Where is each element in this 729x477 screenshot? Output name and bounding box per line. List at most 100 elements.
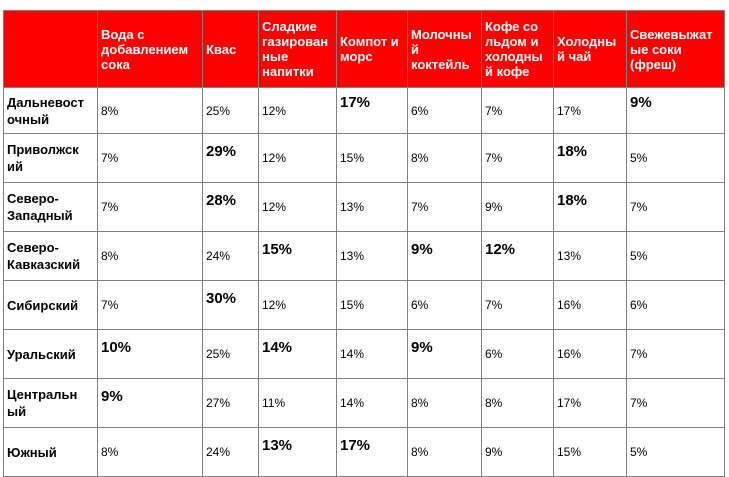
- column-header: КвасКвас: [202, 10, 259, 88]
- value-cell: 15%: [258, 231, 337, 281]
- column-header-line: (фреш): [630, 56, 677, 72]
- column-header-line: й чай: [557, 49, 592, 64]
- value-cell: 7%: [97, 182, 203, 232]
- value-cell: 7%: [626, 378, 725, 428]
- value-cell: 8%: [407, 133, 482, 183]
- value-cell: 18%: [553, 133, 627, 183]
- value-cell: 30%: [202, 280, 259, 330]
- region-label-line: ый: [7, 404, 27, 419]
- column-header-line: й: [411, 41, 419, 57]
- region-label-line: Южный: [7, 444, 57, 460]
- value-cell: 17%: [553, 87, 627, 134]
- value-cell: 14%: [258, 329, 337, 379]
- column-header-line: напитки: [262, 64, 314, 79]
- value-cell: 7%: [626, 329, 725, 379]
- region-label-line: Центральн: [7, 387, 78, 402]
- column-header-line: Вода с: [101, 26, 145, 42]
- value-cell: 12%: [258, 182, 337, 232]
- value-cell: 14%: [336, 378, 408, 428]
- value-cell: 6%: [407, 280, 482, 330]
- value-cell: 24%: [202, 427, 259, 477]
- value-cell: 7%: [407, 182, 482, 232]
- value-cell: 16%: [553, 280, 627, 330]
- table-row: Северо-КавказскийСеверо-Кавказский8%24%1…: [3, 231, 725, 281]
- value-cell: 8%: [97, 87, 203, 134]
- column-header-line: коктейль: [411, 56, 470, 72]
- value-cell: 18%: [553, 182, 627, 232]
- value-cell: 17%: [336, 87, 408, 134]
- value-cell: 13%: [258, 427, 337, 477]
- value-cell: 6%: [626, 280, 725, 330]
- region-label-line: очный: [7, 111, 50, 127]
- value-cell: 13%: [336, 182, 408, 232]
- value-cell: 6%: [407, 87, 482, 134]
- region-label-line: Сибирский: [7, 297, 79, 313]
- region-label-line: Северо-: [7, 240, 59, 255]
- region-label: ЮжныйЮжный: [3, 427, 98, 477]
- value-cell: 8%: [407, 427, 482, 477]
- value-cell: 6%: [481, 329, 554, 379]
- value-cell: 13%: [336, 231, 408, 281]
- region-label: ПриволжскийПриволжский: [3, 133, 98, 183]
- value-cell: 12%: [258, 280, 337, 330]
- value-cell: 15%: [553, 427, 627, 477]
- column-header-line: добавлением: [101, 41, 189, 57]
- value-cell: 9%: [407, 329, 482, 379]
- value-cell: 9%: [97, 378, 203, 428]
- value-cell: 16%: [553, 329, 627, 379]
- region-label-line: Северо-: [7, 191, 59, 206]
- header-corner-cell: [3, 10, 98, 88]
- region-label-line: Кавказский: [7, 257, 81, 272]
- region-label: СибирскийСибирский: [3, 280, 98, 330]
- region-label: ЦентральныйЦентральный: [3, 378, 98, 428]
- value-cell: 8%: [481, 378, 554, 428]
- value-cell: 25%: [202, 87, 259, 134]
- table-body: ДальневосточныйДальневосточный8%25%12%17…: [3, 87, 725, 477]
- table-row: Северо-ЗападныйСеверо-Западный7%28%12%13…: [3, 182, 725, 232]
- value-cell: 9%: [626, 87, 725, 134]
- region-label-line: Уральский: [7, 346, 76, 362]
- value-cell: 29%: [202, 133, 259, 183]
- column-header-line: Квас: [206, 41, 237, 57]
- value-cell: 25%: [202, 329, 259, 379]
- column-header-line: Компот и: [340, 34, 399, 49]
- table-row: СибирскийСибирский7%30%12%15%6%7%16%6%: [3, 280, 725, 330]
- table-row: ДальневосточныйДальневосточный8%25%12%17…: [3, 87, 725, 134]
- value-cell: 5%: [626, 427, 725, 477]
- value-cell: 5%: [626, 133, 725, 183]
- column-header-line: Свежевыжат: [630, 26, 713, 42]
- column-header-line: Кофе со: [485, 19, 539, 34]
- value-cell: 13%: [553, 231, 627, 281]
- value-cell: 8%: [407, 378, 482, 428]
- value-cell: 11%: [258, 378, 337, 428]
- value-cell: 7%: [481, 280, 554, 330]
- value-cell: 7%: [626, 182, 725, 232]
- region-label: Северо-ЗападныйСеверо-Западный: [3, 182, 98, 232]
- column-header-line: холодны: [485, 49, 543, 64]
- beverage-table: Вода с добавлением сокаВода сдобавлением…: [3, 10, 725, 477]
- table-row: УральскийУральский10%25%14%14%9%6%16%7%: [3, 329, 725, 379]
- table-row: ЮжныйЮжный8%24%13%17%8%9%15%5%: [3, 427, 725, 477]
- value-cell: 7%: [481, 133, 554, 183]
- value-cell: 12%: [481, 231, 554, 281]
- column-header-line: ые соки: [630, 41, 682, 57]
- region-label-line: Приволжск: [7, 142, 79, 157]
- value-cell: 17%: [553, 378, 627, 428]
- region-label: ДальневосточныйДальневосточный: [3, 87, 98, 134]
- table-row: ПриволжскийПриволжский7%29%12%15%8%7%18%…: [3, 133, 725, 183]
- region-label: УральскийУральский: [3, 329, 98, 379]
- value-cell: 5%: [626, 231, 725, 281]
- column-header-line: ные: [262, 49, 289, 64]
- region-label-line: ий: [7, 159, 23, 174]
- region-label-line: Дальневост: [7, 94, 85, 110]
- column-header-line: морс: [340, 49, 373, 64]
- column-header-line: льдом и: [485, 34, 539, 49]
- column-header-line: Холодны: [557, 34, 617, 49]
- value-cell: 17%: [336, 427, 408, 477]
- column-header-line: Сладкие: [262, 19, 317, 34]
- column-header-line: й кофе: [485, 64, 530, 79]
